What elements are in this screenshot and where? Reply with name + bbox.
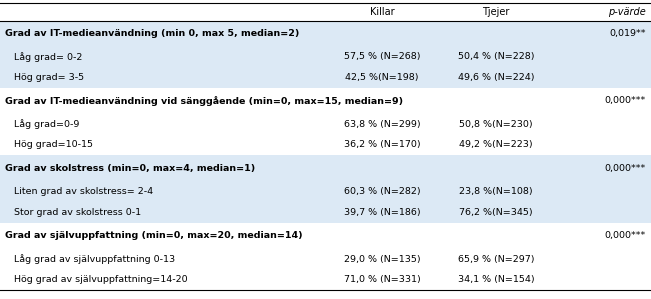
Text: 0,000***: 0,000***: [605, 164, 646, 173]
Text: Låg grad= 0-2: Låg grad= 0-2: [5, 52, 83, 62]
Text: 50,8 %(N=230): 50,8 %(N=230): [459, 120, 533, 129]
Text: 49,2 %(N=223): 49,2 %(N=223): [459, 141, 533, 150]
Text: 60,3 % (N=282): 60,3 % (N=282): [344, 187, 421, 196]
Text: 50,4 % (N=228): 50,4 % (N=228): [458, 52, 534, 61]
Text: 49,6 % (N=224): 49,6 % (N=224): [458, 73, 534, 82]
Text: Liten grad av skolstress= 2-4: Liten grad av skolstress= 2-4: [5, 187, 154, 196]
Text: 36,2 % (N=170): 36,2 % (N=170): [344, 141, 421, 150]
Text: 39,7 % (N=186): 39,7 % (N=186): [344, 208, 421, 217]
Text: Grad av IT-medieanvändning vid sänggående (min=0, max=15, median=9): Grad av IT-medieanvändning vid sänggåend…: [5, 96, 404, 106]
Text: 63,8 % (N=299): 63,8 % (N=299): [344, 120, 421, 129]
Text: 34,1 % (N=154): 34,1 % (N=154): [458, 275, 534, 284]
Bar: [0, 47, 651, 67]
Text: Tjejer: Tjejer: [482, 7, 510, 17]
Text: 57,5 % (N=268): 57,5 % (N=268): [344, 52, 421, 61]
Bar: [0, 181, 651, 202]
Bar: [0, 21, 651, 47]
Text: Grad av självuppfattning (min=0, max=20, median=14): Grad av självuppfattning (min=0, max=20,…: [5, 231, 303, 240]
Text: 65,9 % (N=297): 65,9 % (N=297): [458, 254, 534, 263]
Text: Hög grad av självuppfattning=14-20: Hög grad av självuppfattning=14-20: [5, 275, 188, 284]
Text: Låg grad av självuppfattning 0-13: Låg grad av självuppfattning 0-13: [5, 254, 175, 264]
Text: 71,0 % (N=331): 71,0 % (N=331): [344, 275, 421, 284]
Text: 0,000***: 0,000***: [605, 97, 646, 106]
Text: 76,2 %(N=345): 76,2 %(N=345): [459, 208, 533, 217]
Text: Låg grad=0-9: Låg grad=0-9: [5, 119, 79, 129]
Text: 0,000***: 0,000***: [605, 231, 646, 240]
Text: Grad av IT-medieanvändning (min 0, max 5, median=2): Grad av IT-medieanvändning (min 0, max 5…: [5, 29, 299, 38]
Text: Grad av skolstress (min=0, max=4, median=1): Grad av skolstress (min=0, max=4, median…: [5, 164, 255, 173]
Text: 23,8 %(N=108): 23,8 %(N=108): [459, 187, 533, 196]
Text: Killar: Killar: [370, 7, 395, 17]
Text: Hög grad=10-15: Hög grad=10-15: [5, 141, 93, 150]
Text: 29,0 % (N=135): 29,0 % (N=135): [344, 254, 421, 263]
Text: Hög grad= 3-5: Hög grad= 3-5: [5, 73, 85, 82]
Text: p-värde: p-värde: [608, 7, 646, 17]
Text: 42,5 %(N=198): 42,5 %(N=198): [346, 73, 419, 82]
Bar: [0, 202, 651, 223]
Text: 0,019**: 0,019**: [609, 29, 646, 38]
Text: Stor grad av skolstress 0-1: Stor grad av skolstress 0-1: [5, 208, 141, 217]
Bar: [0, 67, 651, 88]
Bar: [0, 155, 651, 181]
